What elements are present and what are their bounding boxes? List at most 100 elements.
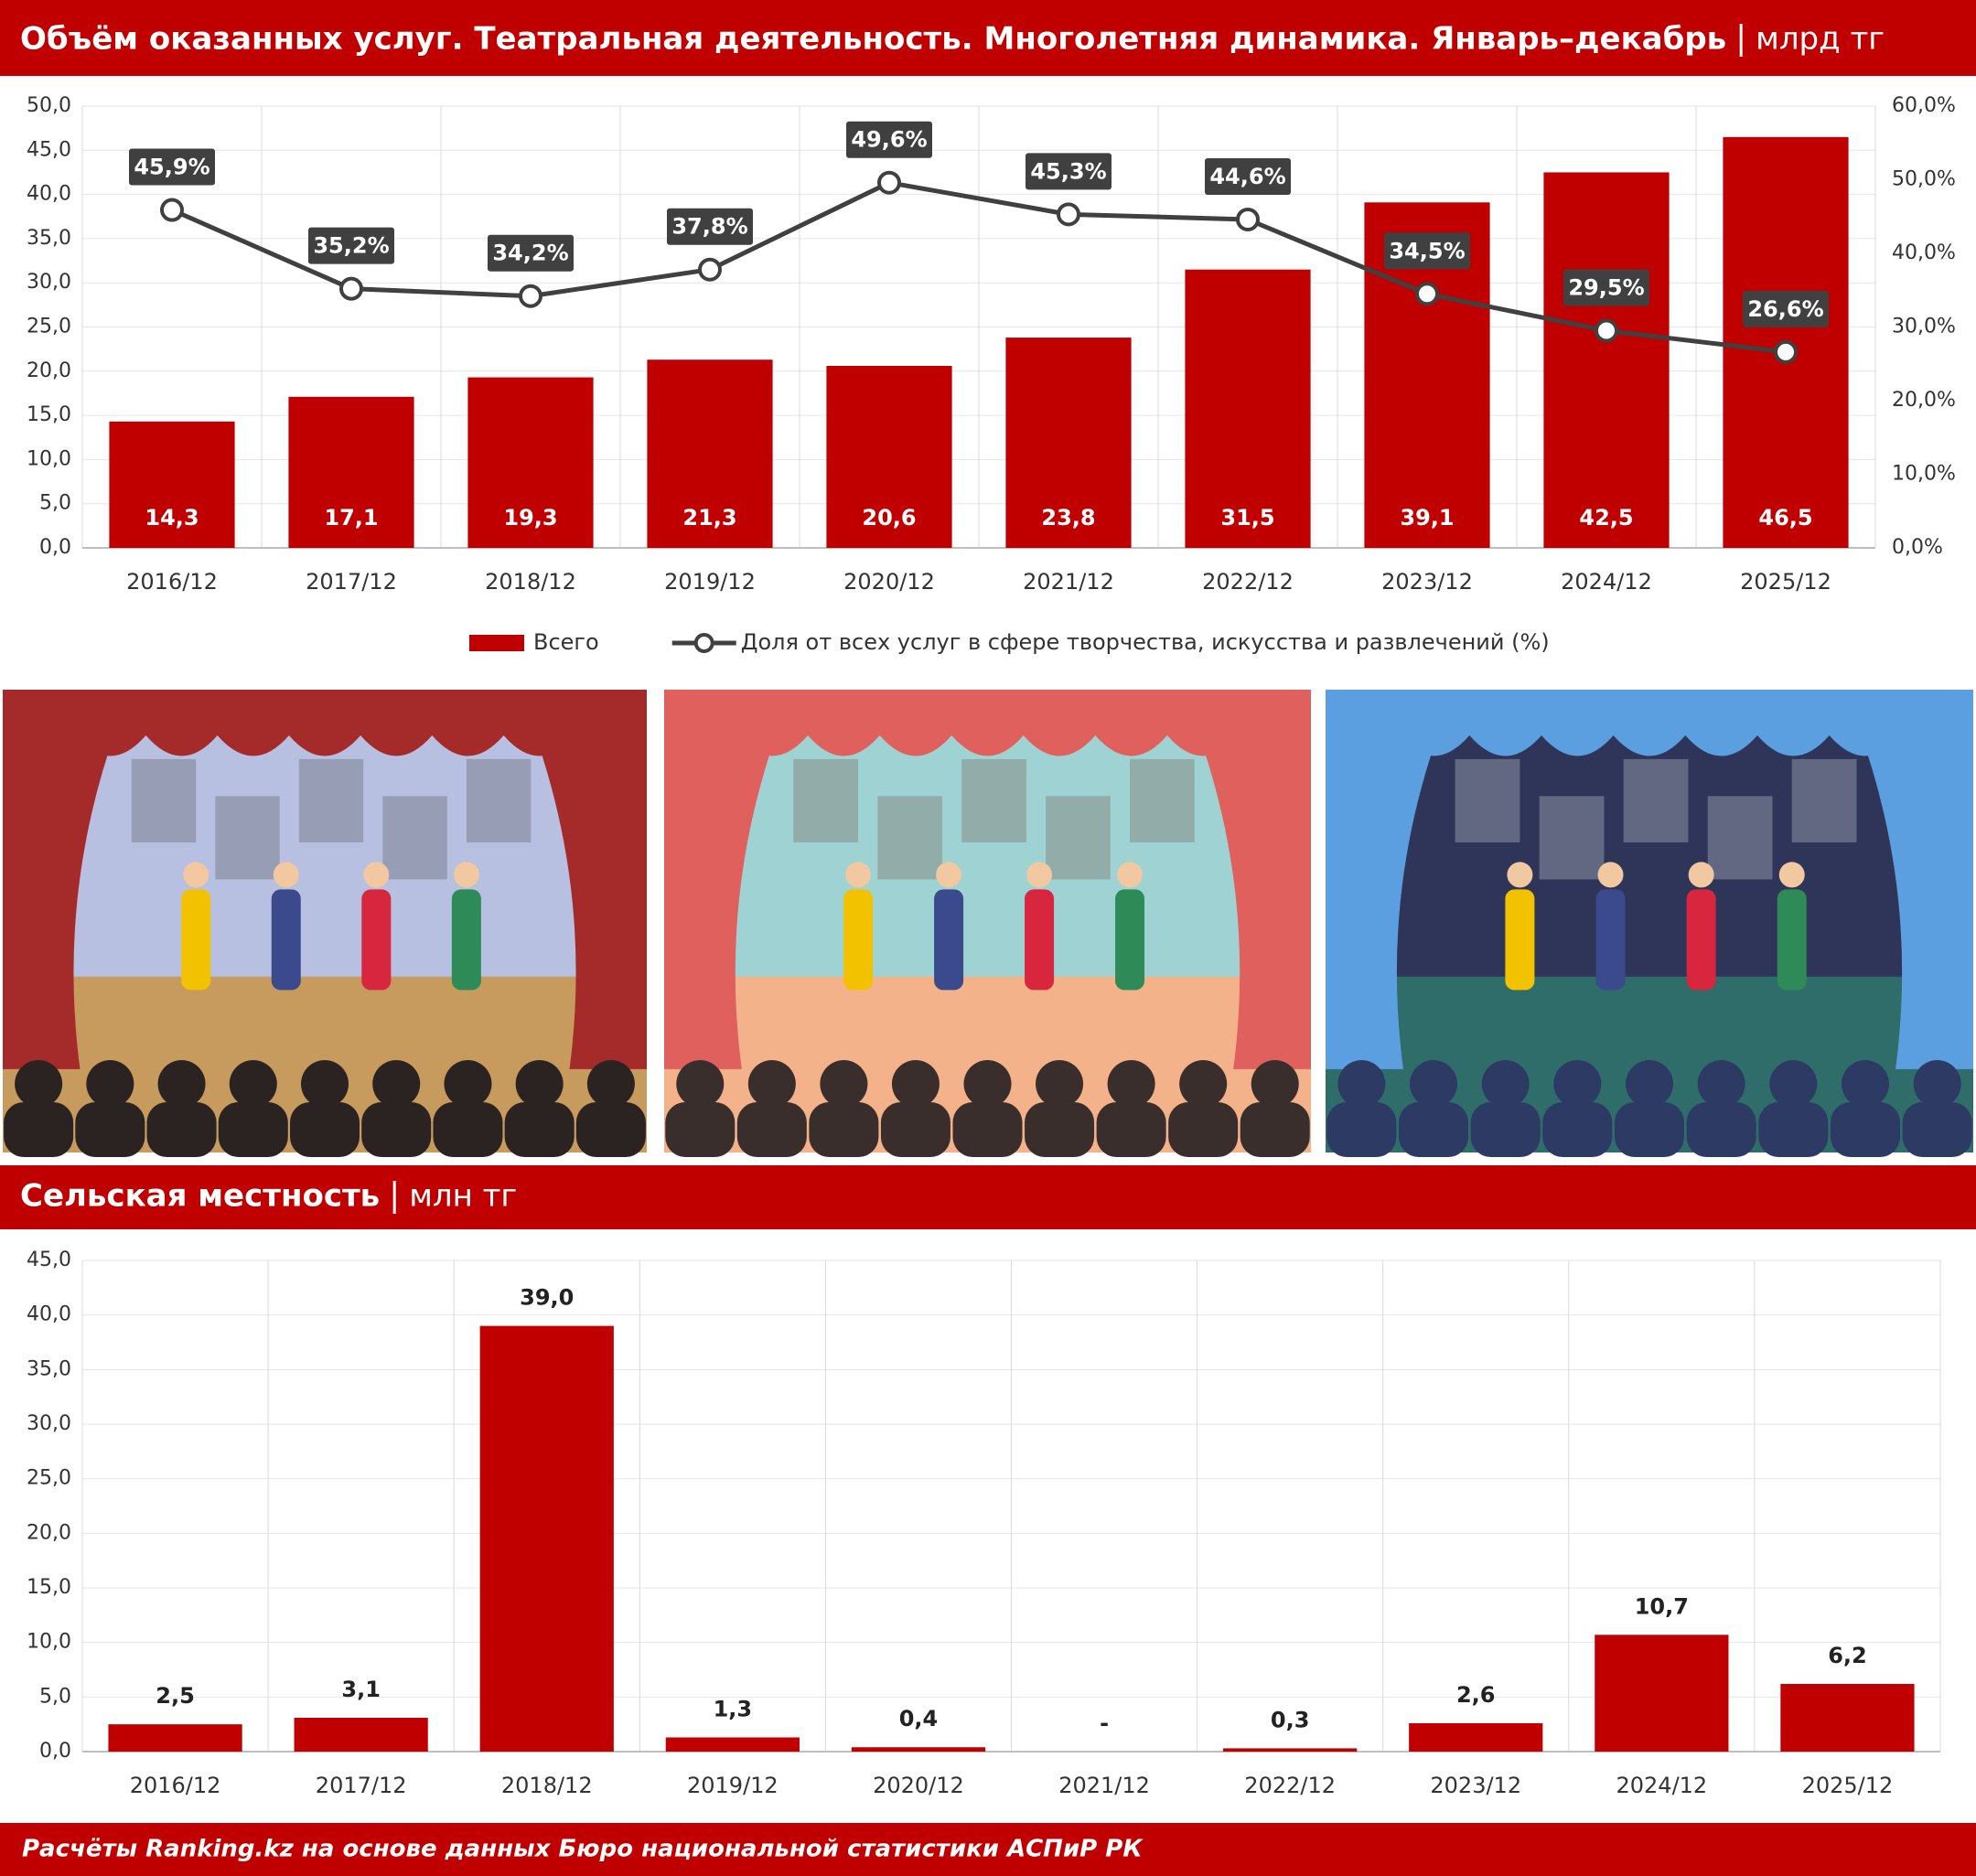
curtain [1843, 690, 1973, 1069]
x-tick-label: 2025/12 [1740, 569, 1831, 595]
figure [1595, 889, 1626, 991]
figure [1117, 862, 1144, 888]
figure [1597, 862, 1624, 888]
figure [936, 862, 962, 888]
data-label: 10,7 [1635, 1593, 1689, 1619]
data-label: 0,4 [899, 1706, 939, 1731]
audience [86, 1060, 134, 1108]
audience [1697, 1060, 1745, 1108]
bar [294, 1718, 428, 1752]
audience [4, 1102, 74, 1157]
audience [372, 1060, 421, 1108]
audience [433, 1102, 503, 1157]
label-box [1563, 269, 1649, 306]
audience [1902, 1102, 1972, 1157]
data-label: 35,2% [313, 233, 389, 259]
y-tick-label: 35,0 [27, 227, 71, 250]
audience [444, 1060, 492, 1108]
set-piece [131, 758, 197, 842]
data-label: 37,8% [671, 214, 747, 240]
label-box [1743, 290, 1829, 327]
data-label: 23,8 [1041, 505, 1095, 531]
data-label: 2,5 [156, 1683, 195, 1709]
label-box [667, 208, 753, 245]
data-label: 42,5 [1579, 505, 1633, 531]
audience [1626, 1060, 1673, 1108]
y-tick-label: 45,0 [27, 138, 71, 161]
audience [586, 1060, 635, 1108]
audience [809, 1102, 879, 1157]
y-tick-label: 20,0 [27, 1521, 71, 1544]
audience [1842, 1060, 1889, 1108]
x-tick-label: 2021/12 [1023, 569, 1114, 595]
data-label: 0,3 [1271, 1707, 1310, 1732]
data-label: 19,3 [503, 505, 557, 531]
x-tick-label: 2018/12 [501, 1773, 593, 1798]
line-point [519, 284, 542, 308]
bar [851, 1747, 986, 1752]
audience [1399, 1102, 1468, 1157]
y-tick-label: 10,0 [27, 1631, 71, 1654]
audience [15, 1060, 63, 1108]
x-tick-label: 2023/12 [1381, 569, 1473, 595]
figure [361, 889, 392, 991]
y2-tick-label: 10,0% [1892, 463, 1956, 486]
audience [820, 1060, 868, 1108]
label-box [846, 121, 932, 158]
audience [157, 1060, 206, 1108]
data-label: 44,6% [1209, 164, 1285, 189]
y-tick-label: 0,0 [39, 1740, 71, 1763]
valance [664, 690, 1311, 756]
bar [479, 1325, 614, 1752]
audience [1107, 1060, 1155, 1108]
audience [75, 1102, 145, 1157]
label-box [1026, 153, 1112, 190]
line [170, 180, 1787, 355]
label-box [1384, 232, 1470, 270]
y-tick-label: 45,0 [27, 1249, 71, 1271]
label-box [308, 227, 394, 264]
set-piece [1455, 758, 1520, 842]
chart-title: Объём оказанных услуг. Театральная деяте… [20, 21, 1726, 58]
bar [467, 377, 594, 548]
audience [1168, 1102, 1239, 1157]
x-tick-label: 2020/12 [843, 569, 935, 595]
data-label: 49,6% [851, 127, 927, 153]
audience [1470, 1102, 1541, 1157]
audience [361, 1102, 432, 1157]
set-piece [1539, 796, 1605, 880]
y2-tick-label: 0,0% [1892, 536, 1943, 559]
chart-title: Сельская местность [20, 1178, 380, 1215]
data-label: 39,0 [520, 1285, 574, 1311]
x-tick-label: 2017/12 [306, 569, 397, 595]
bar [1223, 1748, 1358, 1752]
y-tick-label: 15,0 [27, 1576, 71, 1599]
audience [1686, 1102, 1756, 1157]
audience [1326, 1102, 1397, 1157]
audience [1553, 1060, 1602, 1108]
audience [952, 1102, 1023, 1157]
audience [1481, 1060, 1530, 1108]
unit: млрд тг [1756, 21, 1885, 58]
set-piece [1707, 796, 1773, 880]
audience [1410, 1060, 1457, 1108]
data-label: 17,1 [324, 505, 378, 531]
figure [181, 889, 211, 991]
legend-label: Доля от всех услуг в сфере творчества, и… [741, 629, 1550, 655]
audience [1240, 1102, 1310, 1157]
label-box [1205, 157, 1291, 195]
x-tick-label: 2016/12 [126, 569, 218, 595]
x-tick-label: 2019/12 [687, 1773, 779, 1798]
data-label: 3,1 [341, 1677, 381, 1702]
line-point [1057, 202, 1080, 227]
data-label: 14,3 [145, 505, 199, 531]
set-piece [1791, 758, 1857, 842]
data-label: 39,1 [1400, 505, 1454, 531]
audience [1179, 1060, 1228, 1108]
valance [1326, 690, 1973, 756]
data-label: 21,3 [682, 505, 736, 531]
bar [108, 1724, 242, 1752]
audience [1251, 1060, 1299, 1108]
label-box [488, 234, 574, 272]
